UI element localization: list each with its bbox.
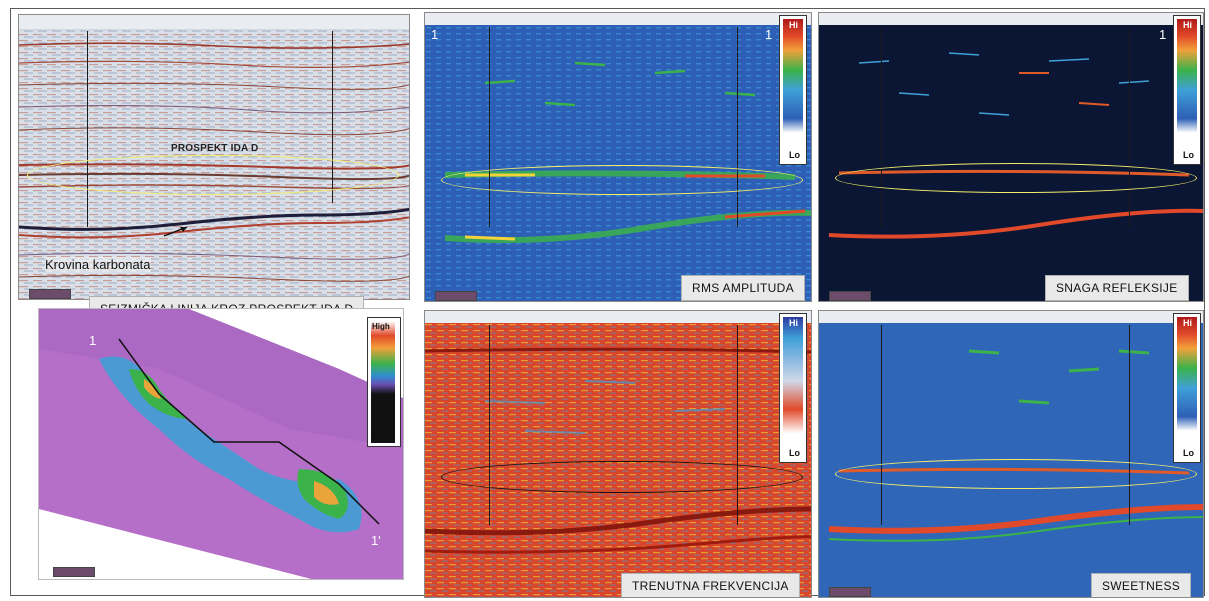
trenutna-frekvencija-panel: Hi Lo TRENUTNA FREKVENCIJA [424,310,812,598]
frekvencija-colorbar: Hi Lo [779,313,807,463]
map-scale-bar [53,567,95,577]
rms-colorbar: Hi Lo [779,15,807,165]
sweetness-prospect-ellipse [835,459,1197,489]
well-line-right [737,27,738,227]
map-marker-start: 1 [89,333,97,348]
frekvencija-caption: TRENUTNA FREKVENCIJA [621,573,800,597]
well-line-left [87,31,88,227]
well-line-right [737,325,738,525]
snaga-caption: SNAGA REFLEKSIJE [1045,275,1189,301]
snaga-refleksije-image [819,13,1203,301]
well-line-right [1129,325,1130,525]
prospect-label: PROSPEKT IDA D [171,143,259,154]
snaga-colorbar: Hi Lo [1173,15,1201,165]
rms-prospect-ellipse [441,165,803,195]
snaga-corner-right: 1 [1159,27,1167,42]
rms-legend-high: Hi [789,20,798,30]
well-line-left [881,27,882,227]
frekvencija-legend-high: Hi [789,318,798,328]
sweetness-panel: Hi Lo SWEETNESS [818,310,1204,598]
frekvencija-prospect-ellipse [441,461,803,493]
map-marker-end: 1' [371,533,381,548]
rms-corner-right: 1 [765,27,773,42]
sweetness-image [819,311,1203,597]
well-line-left [489,27,490,227]
snaga-legend-high: Hi [1183,20,1192,30]
prospect-map-image [39,309,403,579]
map-legend-high: High [372,322,390,331]
sweetness-caption: SWEETNESS [1091,573,1192,597]
rms-legend-low: Lo [789,150,800,160]
snaga-refleksije-panel: Hi Lo 1 SNAGA REFLEKSIJE [818,12,1204,302]
rms-caption: RMS AMPLITUDA [681,275,805,301]
sweetness-legend-high: Hi [1183,318,1192,328]
well-line-right [332,31,333,203]
prospect-map-panel: 1 1' High Low [38,308,404,580]
well-line-left [489,325,490,525]
map-colorbar: High Low [367,317,401,447]
map-legend-low: Low [372,433,388,442]
well-line-left [881,325,882,525]
prospect-ellipse [27,155,399,195]
rms-amplitude-panel: Hi Lo 1 1 RMS AMPLITUDA [424,12,812,302]
snaga-legend-low: Lo [1183,150,1194,160]
seismic-section-panel: PROSPEKT IDA D Krovina karbonata [18,14,410,300]
well-line-right [1129,27,1130,227]
sweetness-legend-low: Lo [1183,448,1194,458]
sweetness-scale-bar [829,587,871,597]
snaga-prospect-ellipse [835,163,1197,193]
snaga-scale-bar [829,291,871,301]
scale-bar [29,289,71,299]
frekvencija-legend-low: Lo [789,448,800,458]
rms-corner-left: 1 [431,27,439,42]
trenutna-frekvencija-image [425,311,811,597]
rms-scale-bar [435,291,477,301]
sweetness-colorbar: Hi Lo [1173,313,1201,463]
horizon-label: Krovina karbonata [45,257,151,272]
rms-amplitude-image [425,13,811,301]
